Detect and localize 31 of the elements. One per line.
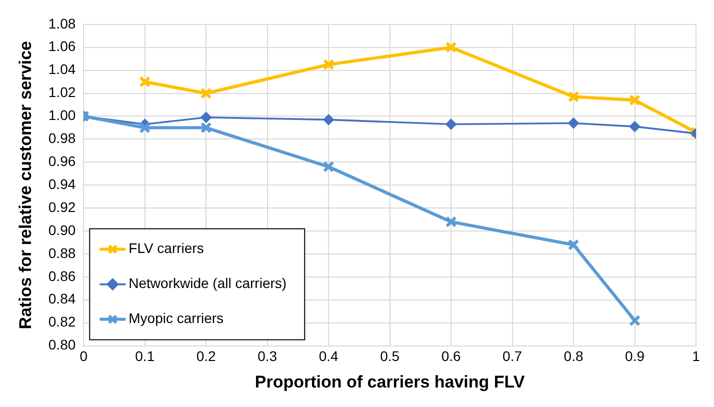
y-tick-label: 0.92 — [48, 198, 76, 215]
y-tick-label: 1.08 — [48, 15, 76, 32]
legend-label: FLV carriers — [128, 240, 204, 256]
x-axis-title: Proportion of carriers having FLV — [254, 372, 526, 392]
legend-label: Myopic carriers — [128, 310, 224, 326]
y-tick-label: 0.84 — [48, 290, 76, 307]
y-tick-label: 0.82 — [48, 314, 76, 330]
y-tick-label: 0.90 — [48, 222, 76, 238]
y-tick-label: 1.04 — [48, 61, 76, 78]
x-tick-label: 0.1 — [135, 348, 155, 364]
y-tick-label: 1.02 — [48, 84, 76, 100]
x-tick-label: 0.8 — [564, 348, 584, 364]
y-tick-label: 0.98 — [48, 130, 76, 146]
x-tick-label: 0.5 — [380, 348, 400, 364]
y-axis-title: Ratios for relative customer service — [16, 41, 35, 330]
y-tick-label: 1.00 — [48, 107, 76, 124]
x-tick-label: 0.6 — [441, 348, 461, 364]
x-tick-label: 1 — [692, 348, 700, 364]
y-tick-label: 0.86 — [48, 268, 76, 284]
x-tick-label: 0.3 — [258, 348, 278, 364]
x-tick-label: 0.9 — [625, 348, 645, 364]
y-tick-label: 1.06 — [48, 38, 76, 54]
x-tick-label: 0.4 — [318, 348, 339, 364]
y-tick-label: 0.96 — [48, 153, 76, 169]
y-tick-label: 0.88 — [48, 244, 76, 261]
legend-label: Networkwide (all carriers) — [128, 275, 287, 292]
y-tick-label: 0.94 — [48, 176, 76, 192]
x-tick-label: 0.7 — [502, 348, 522, 364]
x-tick-label: 0.2 — [196, 348, 216, 364]
x-tick-label: 0 — [80, 348, 88, 364]
y-tick-label: 0.80 — [48, 336, 76, 353]
